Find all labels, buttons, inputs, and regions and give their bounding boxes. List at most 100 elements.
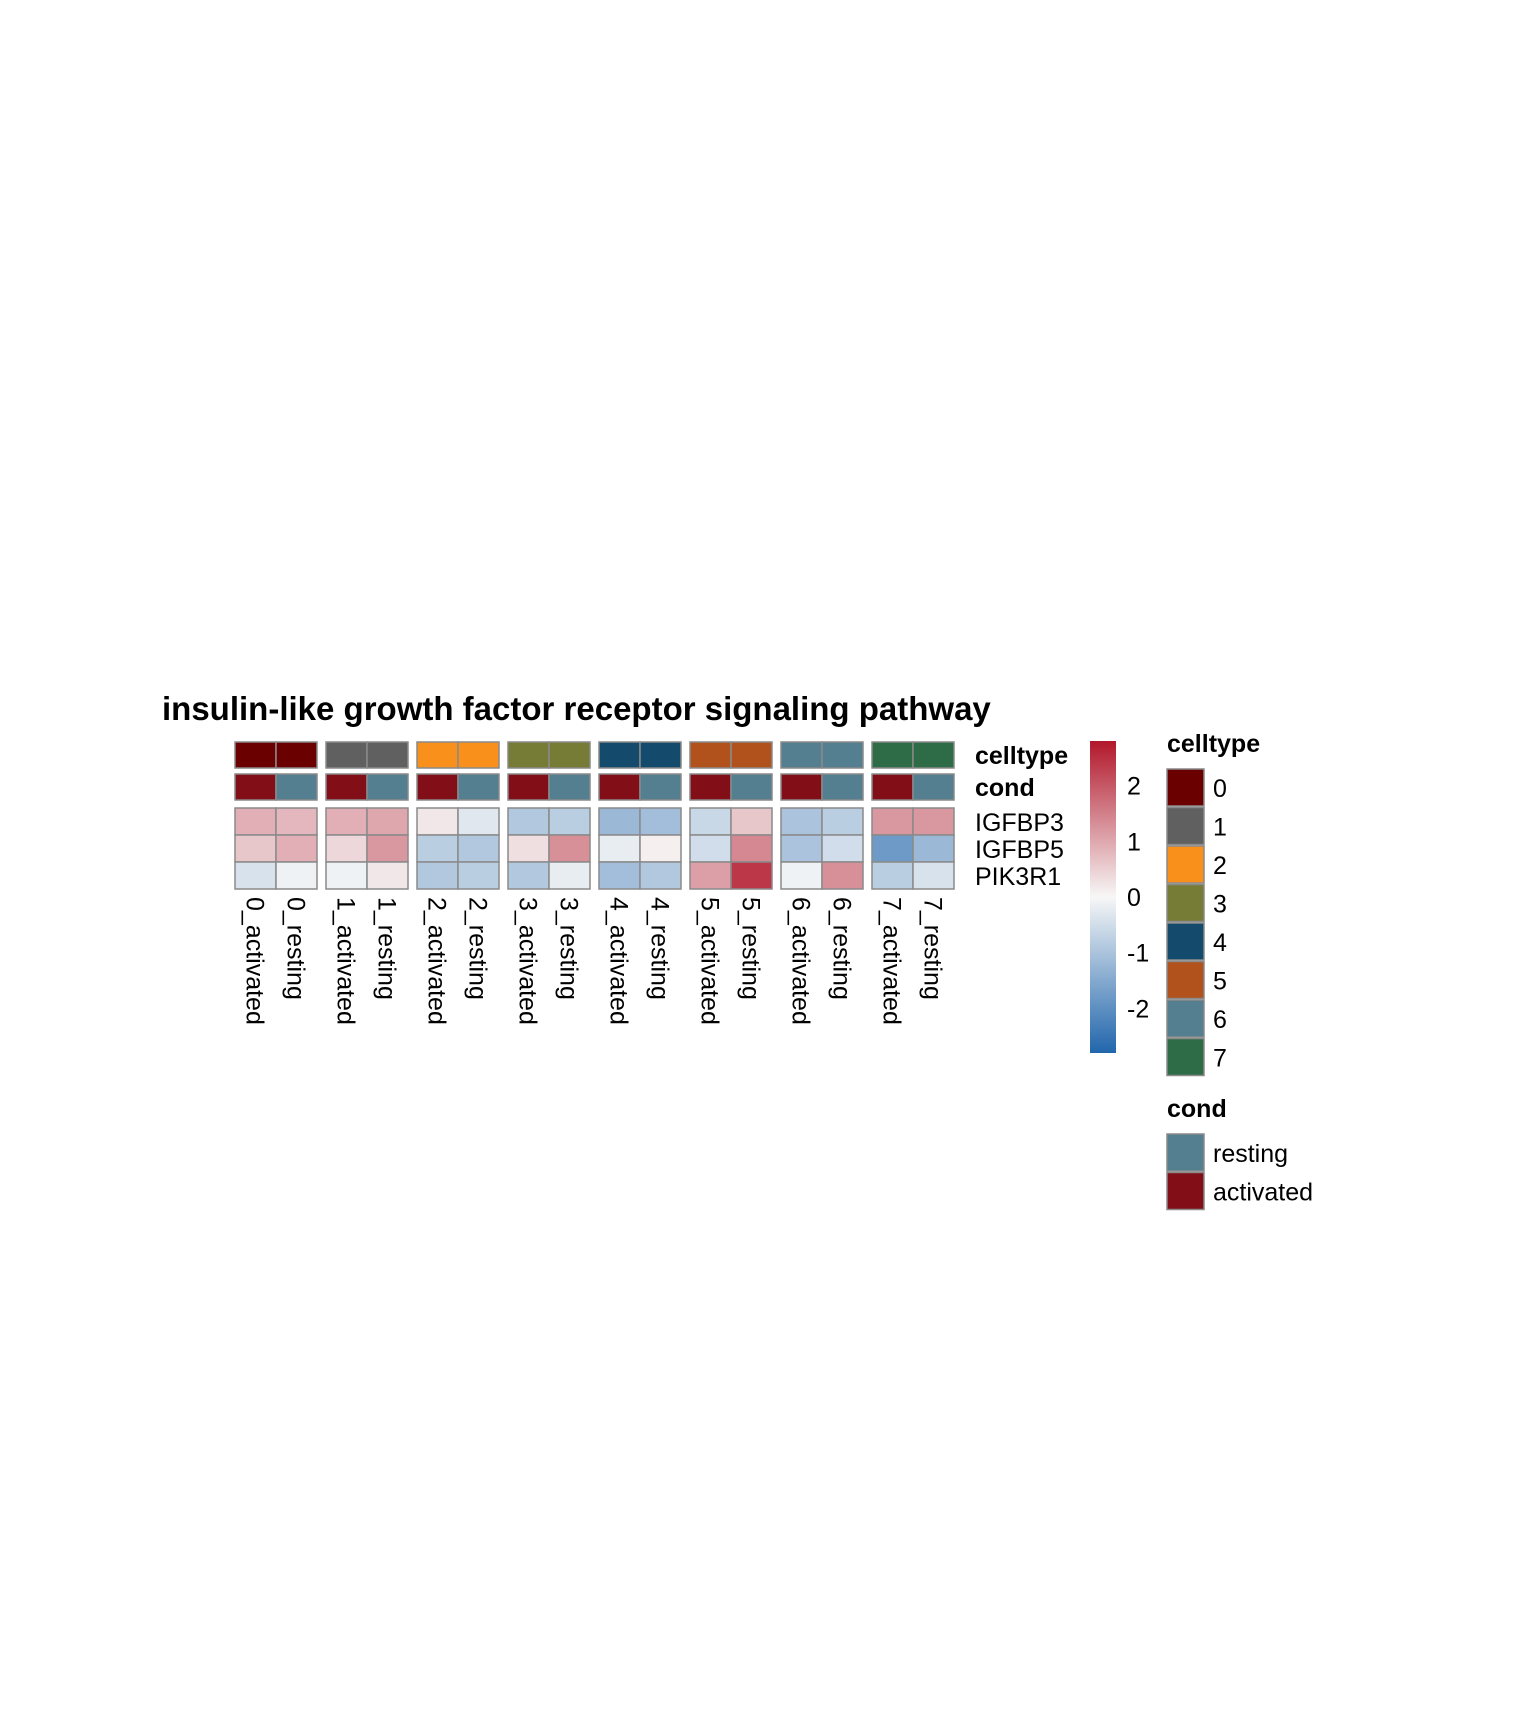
column-label: 4_resting [646, 897, 674, 1000]
celltype-legend-label: 0 [1213, 775, 1227, 803]
row-label: PIK3R1 [975, 863, 1061, 891]
heatmap-cell [234, 834, 277, 863]
heatmap-cell [912, 834, 955, 863]
heatmap-cell [639, 834, 682, 863]
cond-legend-label: activated [1213, 1179, 1313, 1207]
column-label: 0_activated [241, 897, 269, 1025]
celltype-legend-swatch [1166, 922, 1205, 961]
heatmap-cell [730, 834, 773, 863]
celltype-annotation-cell [325, 741, 368, 769]
heatmap-cell [730, 807, 773, 836]
celltype-legend-label: 3 [1213, 891, 1227, 919]
cond-annotation-cell [730, 773, 773, 801]
heatmap-cell [821, 807, 864, 836]
heatmap-cell [507, 807, 550, 836]
celltype-legend-label: 4 [1213, 929, 1227, 957]
cond-annotation-cell [780, 773, 823, 801]
heatmap-cell [275, 834, 318, 863]
cond-track-label: cond [975, 774, 1035, 802]
column-label: 3_activated [514, 897, 542, 1025]
cond-annotation-cell [457, 773, 500, 801]
celltype-legend-swatch [1166, 960, 1205, 1000]
cond-annotation-cell [234, 773, 277, 801]
celltype-annotation-cell [548, 741, 591, 769]
celltype-legend-swatch [1166, 845, 1205, 884]
celltype-legend-label: 5 [1213, 968, 1227, 996]
column-label: 0_resting [282, 897, 310, 1000]
cond-legend-swatch [1166, 1171, 1205, 1211]
heatmap-cell [780, 807, 823, 836]
celltype-annotation-cell [234, 741, 277, 769]
cond-annotation-cell [366, 773, 409, 801]
cond-annotation-cell [325, 773, 368, 801]
celltype-track-label: celltype [975, 742, 1068, 770]
heatmap-cell [780, 834, 823, 863]
heatmap-cell [416, 861, 459, 890]
heatmap-cell [548, 834, 591, 863]
heatmap-cell [325, 834, 368, 863]
celltype-legend-swatch [1166, 768, 1205, 807]
heatmap-cell [416, 807, 459, 836]
annotation-legends: celltype 0 1 2 3 4 5 6 7 cond resting activated [1166, 730, 1313, 1211]
cond-annotation-cell [689, 773, 732, 801]
cond-annotation-cell [639, 773, 682, 801]
color-scale-legend: 2 1 0 -1 -2 [1090, 741, 1149, 1053]
column-label: 6_activated [787, 897, 815, 1025]
color-scale-tick-label: -1 [1127, 940, 1149, 968]
heatmap-cell [275, 807, 318, 836]
heatmap-cell [780, 861, 823, 890]
celltype-annotation-cell [598, 741, 641, 769]
heatmap-cell [912, 807, 955, 836]
heatmap-cell [548, 861, 591, 890]
heatmap-cell [366, 834, 409, 863]
celltype-annotation-cell [416, 741, 459, 769]
column-label: 4_activated [605, 897, 633, 1025]
column-label: 7_activated [878, 897, 906, 1025]
heatmap-cell [598, 807, 641, 836]
heatmap-cell [912, 861, 955, 890]
cond-annotation-cell [275, 773, 318, 801]
heatmap-cell [689, 834, 732, 863]
heatmap-cell [457, 834, 500, 863]
heatmap-cell [871, 861, 914, 890]
column-label: 3_resting [555, 897, 583, 1000]
color-scale-tick-label: 0 [1127, 884, 1141, 912]
celltype-legend-label: 1 [1213, 814, 1227, 842]
column-label: 6_resting [828, 897, 856, 1000]
heatmap-cell [325, 807, 368, 836]
heatmap-cell [457, 807, 500, 836]
color-scale-tick-label: 2 [1127, 773, 1141, 801]
celltype-annotation-cell [457, 741, 500, 769]
celltype-annotation-cell [730, 741, 773, 769]
heatmap-cell [457, 861, 500, 890]
chart-title: insulin-like growth factor receptor sign… [162, 690, 991, 727]
column-label: 2_activated [423, 897, 451, 1025]
heatmap-cell [325, 861, 368, 890]
celltype-legend-swatch [1166, 883, 1205, 923]
heatmap-cell [598, 834, 641, 863]
row-label: IGFBP5 [975, 836, 1064, 864]
cond-annotation-cell [548, 773, 591, 801]
heatmap-cell [366, 807, 409, 836]
column-label: 1_resting [373, 897, 401, 1000]
celltype-annotation-cell [689, 741, 732, 769]
color-scale-tick-label: -2 [1127, 995, 1149, 1023]
celltype-annotation-cell [639, 741, 682, 769]
celltype-legend-swatch [1166, 806, 1205, 846]
cond-annotation-cell [912, 773, 955, 801]
celltype-legend-swatch [1166, 999, 1205, 1038]
heatmap-cell [871, 834, 914, 863]
heatmap-cell [821, 834, 864, 863]
cond-annotation-cell [416, 773, 459, 801]
cond-legend-title: cond [1167, 1095, 1227, 1123]
heatmap-cell [689, 807, 732, 836]
heatmap-cell [639, 807, 682, 836]
celltype-legend-title: celltype [1167, 730, 1260, 758]
column-labels: 0_activated 0_resting 1_activated 1_resting… [241, 897, 947, 1025]
celltype-legend-label: 6 [1213, 1006, 1227, 1034]
heatmap-cell [234, 861, 277, 890]
cond-legend-label: resting [1213, 1140, 1288, 1168]
cond-legend-swatch [1166, 1133, 1205, 1172]
